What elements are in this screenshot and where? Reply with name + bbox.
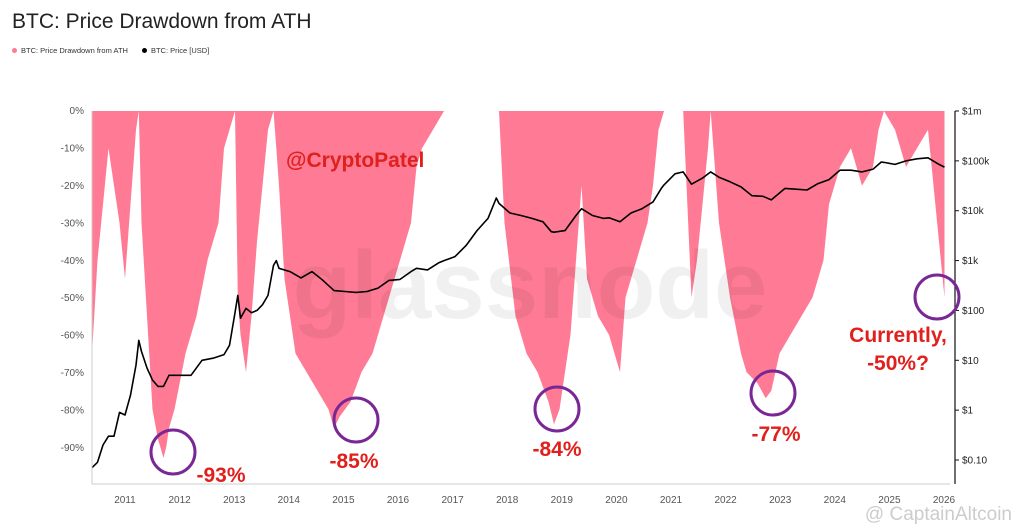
annotation-label: Currently, [849, 324, 947, 347]
x-tick-label: 2024 [824, 495, 847, 506]
legend-label-drawdown: BTC: Price Drawdown from ATH [21, 46, 128, 55]
legend-item-price[interactable]: BTC: Price [USD] [141, 46, 210, 55]
x-tick-label: 2013 [223, 495, 246, 506]
y-right-tick-label: $10 [962, 356, 979, 367]
annotation-label: -50%? [867, 352, 929, 375]
y-right-tick-label: $1 [962, 406, 974, 417]
y-right-tick-label: $1k [962, 256, 979, 267]
x-tick-label: 2023 [769, 495, 792, 506]
y-left-tick-label: -70% [61, 368, 84, 379]
highlight-circle [533, 385, 581, 433]
chart-title: BTC: Price Drawdown from ATH [12, 10, 312, 33]
x-tick-label: 2025 [878, 495, 901, 506]
y-left-tick-label: -40% [61, 256, 84, 267]
annotation-label: -93% [196, 464, 245, 487]
y-right-tick-label: $100k [962, 156, 990, 167]
attribution-text: @ CaptainAltcoin [865, 504, 1012, 525]
legend-swatch-price [141, 48, 147, 53]
x-tick-label: 2017 [441, 495, 464, 506]
y-right-tick-label: $1m [962, 107, 981, 118]
watermark-layer: glassnode [293, 232, 768, 339]
y-left-tick-label: -60% [61, 331, 84, 342]
annotation-layer: @CryptoPatel -93% -85% -84% -77% Currently, -5… [149, 149, 1012, 525]
x-tick-label: 2026 [933, 495, 956, 506]
y-right-tick-label: $0.10 [962, 456, 987, 467]
annotation-label: -84% [532, 438, 581, 461]
legend: BTC: Price Drawdown from ATH BTC: Price … [12, 46, 209, 55]
x-tick-label: 2011 [114, 495, 136, 506]
legend-label-price: BTC: Price [USD] [150, 46, 210, 55]
x-tick-label: 2018 [496, 495, 519, 506]
x-tick-label: 2014 [278, 495, 301, 506]
x-tick-label: 2021 [660, 495, 683, 506]
annotation-label: -77% [751, 423, 800, 446]
x-tick-label: 2022 [714, 495, 737, 506]
legend-swatch-drawdown [12, 48, 17, 53]
y-left-tick-label: -30% [61, 218, 84, 229]
price-line-layer [91, 157, 945, 469]
y-left-tick-label: -10% [61, 143, 84, 154]
y-left-tick-label: -90% [61, 443, 84, 454]
handle-tag: @CryptoPatel [286, 149, 424, 172]
highlight-circle [149, 428, 197, 476]
highlight-circle [749, 369, 797, 417]
x-tick-label: 2016 [387, 495, 410, 506]
highlight-circle [332, 396, 380, 444]
price-line [91, 157, 945, 469]
legend-item-drawdown[interactable]: BTC: Price Drawdown from ATH [12, 46, 128, 55]
y-right-tick-label: $100 [962, 306, 985, 317]
y-right-tick-label: $10k [962, 206, 985, 217]
drawdown-area [92, 111, 945, 458]
highlight-circle [913, 273, 961, 321]
y-left-tick-label: 0% [70, 106, 85, 117]
x-tick-label: 2015 [332, 495, 355, 506]
y-left-tick-label: -50% [61, 293, 84, 304]
y-left-tick-label: -20% [61, 181, 84, 192]
drawdown-area-layer [92, 111, 945, 458]
y-left-tick-label: -80% [61, 406, 84, 417]
annotation-label: -85% [329, 450, 378, 473]
watermark-text: glassnode [293, 232, 768, 339]
x-tick-label: 2020 [605, 495, 628, 506]
x-tick-label: 2019 [551, 495, 574, 506]
axes-layer: 0% -10% -20% -30% -40% -50% -60% -70% -80% -90% $1… [61, 106, 991, 506]
x-tick-label: 2012 [168, 495, 191, 506]
